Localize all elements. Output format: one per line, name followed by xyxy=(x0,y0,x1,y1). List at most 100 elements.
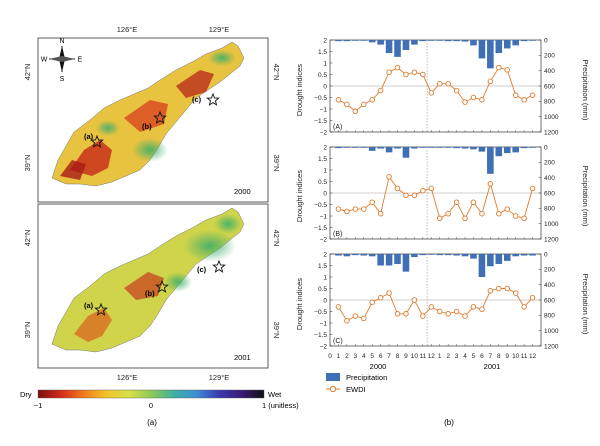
y-right-tick-label: 200 xyxy=(544,267,555,274)
y-left-title: Drought indices xyxy=(295,278,304,330)
star-icon xyxy=(155,279,169,293)
ewdi-point xyxy=(504,67,510,73)
precip-bar xyxy=(394,254,401,264)
ewdi-point xyxy=(335,304,342,310)
y-left-tick-label: −1.5 xyxy=(314,225,327,232)
precip-bar xyxy=(487,254,494,267)
precip-bar xyxy=(470,147,477,150)
lat-label: 42°N xyxy=(23,230,32,247)
ewdi-line xyxy=(338,288,533,322)
precip-bar xyxy=(529,40,536,41)
x-tick-label: 5 xyxy=(472,353,476,360)
star-icon xyxy=(153,110,167,124)
ewdi-point xyxy=(453,199,460,205)
x-tick-label: 5 xyxy=(370,353,374,360)
precip-bar xyxy=(377,40,384,45)
lon-label: 129°E xyxy=(209,373,230,382)
ewdi-point xyxy=(512,290,519,296)
compass-n: N xyxy=(59,38,64,45)
ewdi-point xyxy=(361,206,367,212)
y-left-tick-label: −1 xyxy=(320,213,328,220)
dry-patch xyxy=(124,100,168,132)
y-left-tick-label: 1 xyxy=(323,60,327,67)
x-axis: 0 1 2 3 4 5 6 7 8 9 10 11 12 1 2 3 4 5 6 7 8 9 10 11 12 xyxy=(328,353,536,360)
ewdi-point xyxy=(462,99,468,105)
right-panel-caption: (b) xyxy=(444,418,454,427)
legend-precip-swatch xyxy=(326,373,340,381)
precip-bar xyxy=(335,40,342,42)
ewdi-point xyxy=(479,97,485,103)
x-tick-label: 4 xyxy=(362,353,366,360)
chart-panel-1: 2 1.5 1 0.5 0 −0.5 −1 −1.5 −2 0 200 400 600 800 1000 12… xyxy=(314,37,559,136)
x-tick-label: 6 xyxy=(379,353,383,360)
precip-bar xyxy=(360,40,368,41)
ewdi-point xyxy=(411,69,418,75)
y-right-tick-label: 800 xyxy=(544,99,555,106)
x-tick-label: 10 xyxy=(411,353,419,360)
precip-bar xyxy=(478,147,486,152)
x-tick-label: 9 xyxy=(404,353,408,360)
ewdi-point xyxy=(436,80,443,87)
x-tick-label: 10 xyxy=(512,353,520,360)
y-left-tick-label: −2 xyxy=(320,129,328,136)
y-left-tick-label: 0.5 xyxy=(318,179,327,186)
precip-bar xyxy=(529,254,536,256)
x-tick-label: 3 xyxy=(455,353,459,360)
ewdi-point xyxy=(487,78,494,85)
y-left-tick-label: −0.5 xyxy=(314,202,327,209)
precip-bar xyxy=(444,254,452,256)
y-left-tick-label: −2 xyxy=(320,236,328,243)
y-left-tick-label: 0 xyxy=(323,190,327,197)
map-year-label: 2000 xyxy=(234,187,251,196)
y-right-title: Precipitation (mm) xyxy=(581,60,590,121)
ewdi-point xyxy=(394,311,401,317)
precip-bar xyxy=(495,40,503,54)
y-left-tick-label: −0.5 xyxy=(314,309,327,316)
x-tick-label: 3 xyxy=(354,353,358,360)
ewdi-point xyxy=(394,185,401,192)
drought-map-2001: (a) (b) (c) 2001 xyxy=(37,203,269,369)
precip-bar xyxy=(385,254,393,266)
site-marker-c: (c) xyxy=(197,259,226,274)
star-icon xyxy=(206,92,220,106)
ewdi-point xyxy=(377,210,384,217)
precip-bar xyxy=(461,40,469,42)
panel-label: (B) xyxy=(333,231,342,238)
y-left-tick-label: 1 xyxy=(323,167,327,174)
x-tick-label: 12 xyxy=(529,353,537,360)
ewdi-point xyxy=(453,308,460,315)
ewdi-point xyxy=(529,185,536,192)
ewdi-point xyxy=(487,288,494,294)
site-label: (c) xyxy=(192,95,202,104)
x-tick-label: 12 xyxy=(428,353,436,360)
precip-bar xyxy=(343,254,351,257)
x-tick-label: 0 xyxy=(328,353,332,360)
precip-bar xyxy=(436,40,444,41)
precip-bar xyxy=(520,147,528,149)
y-left-tick-label: −1.5 xyxy=(314,332,327,339)
x-tick-label: 11 xyxy=(521,353,528,360)
precip-bar xyxy=(444,147,452,148)
ewdi-point xyxy=(479,306,485,312)
ewdi-point xyxy=(496,64,502,71)
precip-bar xyxy=(419,147,427,148)
y-right-tick-label: 800 xyxy=(544,313,555,320)
y-right-tick-label: 800 xyxy=(544,206,555,213)
y-right-tick-label: 1000 xyxy=(544,221,559,228)
site-marker-b: (b) xyxy=(145,279,169,298)
map-year-label: 2001 xyxy=(234,353,251,362)
site-label: (b) xyxy=(142,122,152,131)
star-icon xyxy=(94,302,108,316)
ewdi-point xyxy=(521,304,527,310)
precip-bar xyxy=(377,147,384,149)
ewdi-point xyxy=(420,71,426,78)
ewdi-point xyxy=(470,94,477,101)
year-label-2001: 2001 xyxy=(484,362,501,371)
precip-bar xyxy=(368,40,376,43)
precip-bar xyxy=(385,40,393,54)
precip-bar xyxy=(368,147,376,151)
ewdi-point xyxy=(487,181,494,187)
y-right-tick-label: 600 xyxy=(544,83,555,90)
y-left-tick-label: 2 xyxy=(323,251,327,258)
precip-bar xyxy=(368,254,376,257)
